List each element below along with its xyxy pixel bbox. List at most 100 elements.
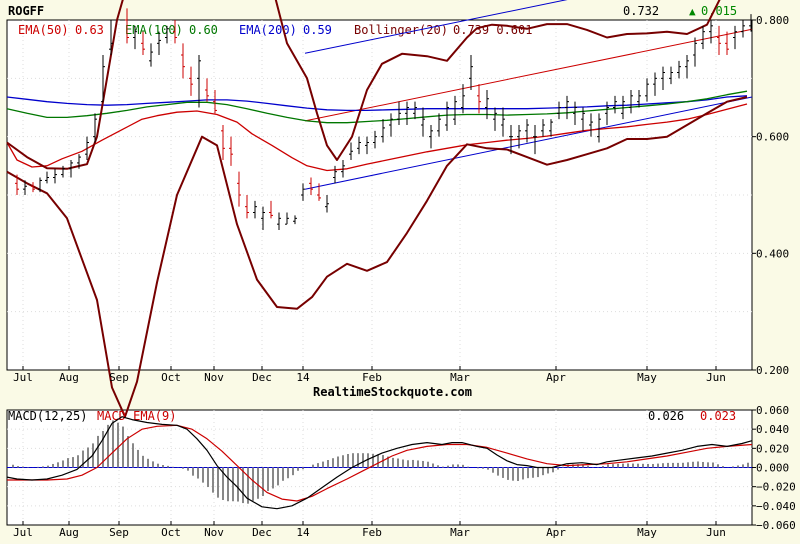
ohlc-bar (349, 142, 353, 160)
legend-ema50-value: 0.63 (75, 23, 104, 37)
ticker-symbol: ROGFF (8, 4, 44, 18)
price-grid (7, 20, 752, 370)
ohlc-bar (677, 60, 681, 79)
macd-y-axis: 0.060 0.040 0.020 0.000 −0.020 −0.040 −0.060 (752, 404, 796, 532)
ohlc-bar (85, 136, 89, 160)
trend-channel-upper (304, 0, 568, 54)
x-tick-label: Oct (161, 526, 181, 539)
ohlc-bar (61, 165, 65, 178)
ohlc-bar (165, 25, 169, 44)
ohlc-bar (197, 55, 201, 108)
macd-title: MACD(12,25) (8, 409, 87, 423)
ohlc-bar (261, 206, 265, 230)
x-tick-label: 14 (296, 526, 310, 539)
ohlc-bar (405, 101, 409, 125)
bollinger-lower-line (6, 96, 748, 418)
ohlc-bar (397, 101, 401, 125)
macd-x-axis: Jul Aug Sep Oct Nov Dec 14 Feb Mar Apr May Jun (13, 521, 726, 539)
price-change: 0.015 (701, 4, 737, 18)
ohlc-bar (309, 177, 313, 195)
ohlc-bar (661, 66, 665, 90)
ohlc-bar (221, 125, 225, 160)
ohlc-bar (373, 130, 377, 149)
ema50-line (6, 103, 748, 172)
ohlc-bar (469, 55, 473, 90)
ohlc-bar (685, 55, 689, 79)
legend-ema100-label: EMA(100) (125, 23, 183, 37)
y-tick-label: 0.020 (756, 442, 789, 455)
x-tick-label: Feb (362, 371, 382, 384)
x-tick-label: Aug (59, 371, 79, 384)
bollinger-upper-line (6, 0, 721, 170)
ohlc-bar (333, 165, 337, 184)
ohlc-bar (581, 107, 585, 131)
ohlc-bar (421, 107, 425, 137)
ohlc-bar (325, 195, 329, 213)
ohlc-bar (669, 66, 673, 85)
ohlc-bar (125, 8, 129, 44)
ohlc-bar (725, 31, 729, 55)
ohlc-bar (653, 72, 657, 96)
price-x-axis: Jul Aug Sep Oct Nov Dec 14 Feb Mar Apr May Jun (13, 366, 726, 384)
ohlc-bar (597, 113, 601, 143)
price-lines (6, 0, 753, 418)
trend-channel-lower (304, 96, 753, 190)
ohlc-bar (493, 107, 497, 131)
x-tick-label: Aug (59, 526, 79, 539)
ohlc-bar (565, 95, 569, 120)
x-tick-label: Jul (13, 371, 33, 384)
ohlc-bars (15, 8, 753, 230)
ohlc-bar (213, 90, 217, 114)
price-y-axis: 0.800 0.600 0.400 0.200 (752, 14, 789, 377)
ohlc-bar (317, 183, 321, 201)
ohlc-bar (389, 113, 393, 137)
ohlc-bar (693, 37, 697, 67)
macd-signal-line (7, 424, 753, 502)
ohlc-bar (717, 25, 721, 55)
legend-bollinger-label: Bollinger(20) (354, 23, 448, 37)
regression-line (304, 28, 753, 122)
ohlc-bar (15, 174, 19, 195)
y-tick-label: −0.040 (756, 500, 796, 513)
ohlc-bar (501, 107, 505, 137)
x-tick-label: May (637, 371, 657, 384)
ohlc-bar (485, 90, 489, 120)
ohlc-bar (437, 113, 441, 137)
ohlc-bar (157, 31, 161, 55)
legend-ema100-value: 0.60 (189, 23, 218, 37)
ohlc-bar (229, 136, 233, 166)
x-tick-label: Apr (546, 371, 566, 384)
y-tick-label: 0.600 (756, 131, 789, 144)
ohlc-bar (181, 43, 185, 79)
ohlc-bar (69, 160, 73, 178)
macd-line (6, 416, 753, 510)
macd-signal-value: 0.023 (700, 409, 736, 423)
ohlc-bar (38, 177, 42, 193)
ohlc-bar (245, 195, 249, 219)
ohlc-bar (149, 43, 153, 67)
ohlc-bar (557, 101, 561, 120)
ohlc-bar (301, 183, 305, 201)
y-tick-label: −0.020 (756, 481, 796, 494)
x-tick-label: Oct (161, 371, 181, 384)
ohlc-bar (413, 101, 417, 120)
y-tick-label: 0.060 (756, 404, 789, 417)
ohlc-bar (205, 78, 209, 102)
ohlc-bar (589, 113, 593, 137)
x-tick-label: Nov (204, 526, 224, 539)
ema200-line (6, 95, 748, 112)
x-tick-label: May (637, 526, 657, 539)
x-tick-label: Feb (362, 526, 382, 539)
legend-ema50-label: EMA(50) (18, 23, 69, 37)
y-tick-label: 0.200 (756, 364, 789, 377)
ohlc-bar (461, 84, 465, 114)
ohlc-bar (141, 31, 145, 55)
up-triangle-icon: ▲ (689, 5, 696, 18)
ohlc-bar (189, 66, 193, 96)
ohlc-bar (293, 215, 297, 225)
last-price: 0.732 (623, 4, 659, 18)
ohlc-bar (109, 20, 113, 55)
ohlc-bar (613, 95, 617, 114)
ohlc-bar (509, 125, 513, 155)
